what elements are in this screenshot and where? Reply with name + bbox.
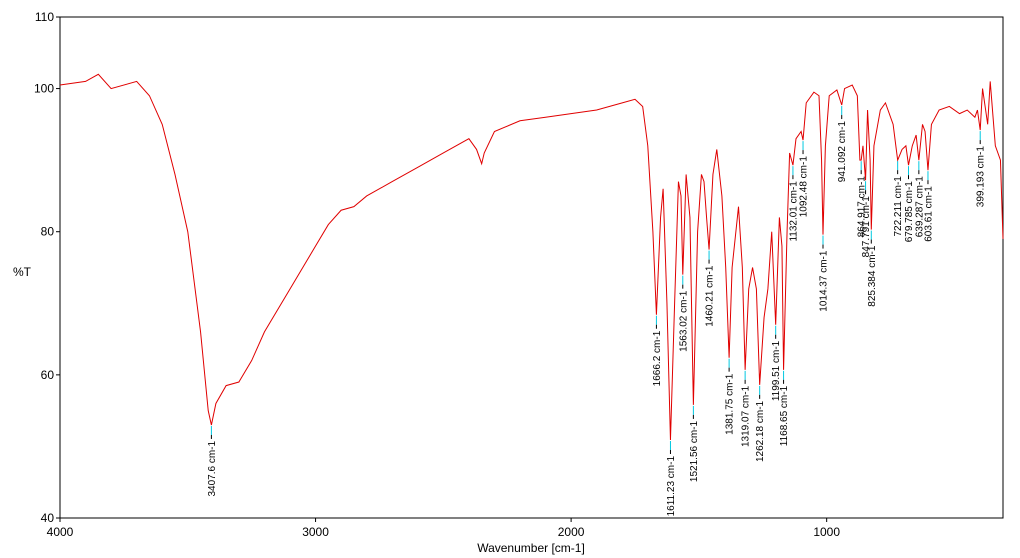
peak-label: 399.193 cm-1 <box>976 146 987 208</box>
peak-label: 639.287 cm-1 <box>914 176 925 238</box>
y-tick-label: 110 <box>35 10 54 24</box>
peak-label: 1014.37 cm-1 <box>818 250 829 312</box>
peak-label: 1168.65 cm-1 <box>779 385 790 446</box>
x-tick-label: 4000 <box>47 525 74 539</box>
peak-label: 825.384 cm-1 <box>867 245 878 307</box>
y-axis-label: %T <box>13 265 32 279</box>
plot-frame <box>59 16 1004 519</box>
peak-label: 679.785 cm-1 <box>904 181 915 243</box>
peak-label: 1460.21 cm-1 <box>705 265 716 327</box>
peak-label: 1666.2 cm-1 <box>652 330 663 386</box>
peak-label: 1132.01 cm-1 <box>788 181 799 242</box>
y-tick-label: 100 <box>34 82 54 96</box>
spectrum-line <box>59 73 1004 441</box>
peak-label: 1611.23 cm-1 <box>666 456 677 517</box>
x-tick-label: 1000 <box>813 525 840 539</box>
peak-label: 1092.48 cm-1 <box>799 156 810 218</box>
peak-label: 1381.75 cm-1 <box>725 373 736 435</box>
x-tick-label: 2000 <box>558 525 585 539</box>
peak-label: 603.61 cm-1 <box>923 186 934 242</box>
peak-label: 1563.02 cm-1 <box>678 290 689 352</box>
y-tick-label: 40 <box>41 511 55 525</box>
peak-label: 1521.56 cm-1 <box>689 420 700 482</box>
peak-label: 1199.51 cm-1 <box>771 340 782 401</box>
peak-label: 847.791 cm-1 <box>861 196 872 258</box>
x-tick-label: 3000 <box>302 525 329 539</box>
peak-label: 941.092 cm-1 <box>837 121 848 183</box>
x-axis-label: Wavenumber [cm-1] <box>477 541 585 555</box>
y-tick-label: 80 <box>41 225 55 239</box>
peak-label: 1262.18 cm-1 <box>755 400 766 462</box>
peak-label: 3407.6 cm-1 <box>207 441 218 497</box>
peak-label: 722.211 cm-1 <box>893 176 904 237</box>
peak-label: 1319.07 cm-1 <box>741 385 752 447</box>
peak-label: 864.917 cm-1 <box>857 176 868 238</box>
y-tick-label: 60 <box>41 368 55 382</box>
